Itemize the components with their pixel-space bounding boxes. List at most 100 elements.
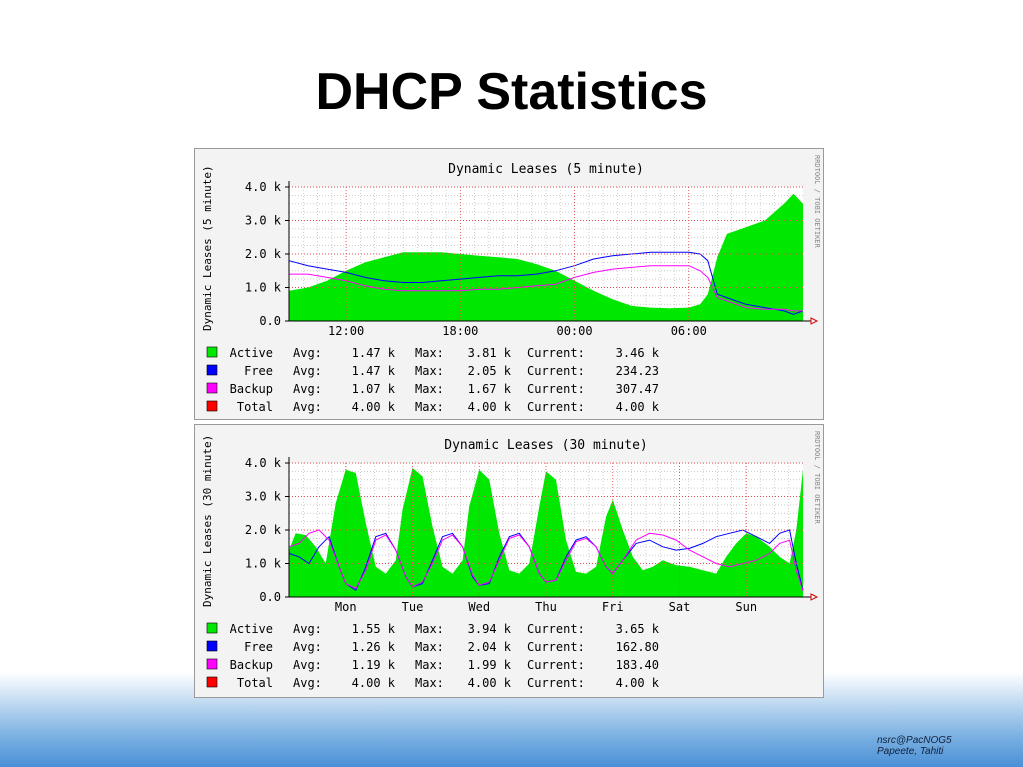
- series-line-backup: [288, 529, 804, 592]
- footer: nsrc@PacNOG5 Papeete, Tahiti: [877, 735, 952, 757]
- x-tick-label: Fri: [602, 600, 624, 614]
- legend-avg-value: 1.47 k: [352, 364, 396, 378]
- y-tick-label: 1.0 k: [245, 557, 282, 571]
- legend-avg-label: Avg:: [293, 622, 322, 636]
- legend-swatch-free: [206, 640, 218, 652]
- x-tick-label: Sat: [669, 600, 691, 614]
- legend-current-label: Current:: [527, 640, 585, 654]
- legend-name: Active: [230, 346, 273, 360]
- legend-current-label: Current:: [527, 364, 585, 378]
- legend-current-label: Current:: [527, 346, 585, 360]
- legend-avg-value: 1.07 k: [352, 382, 396, 396]
- legend-avg-value: 4.00 k: [352, 400, 396, 414]
- legend-current-label: Current:: [527, 676, 585, 690]
- legend-max-label: Max:: [415, 400, 444, 414]
- legend-avg-label: Avg:: [293, 658, 322, 672]
- x-tick-label: Sun: [735, 600, 757, 614]
- legend-avg-label: Avg:: [293, 640, 322, 654]
- legend-avg-value: 1.26 k: [352, 640, 396, 654]
- legend-avg-label: Avg:: [293, 382, 322, 396]
- legend-max-value: 4.00 k: [468, 676, 512, 690]
- legend-current-value: 4.00 k: [616, 400, 660, 414]
- legend-current-value: 307.47: [616, 382, 659, 396]
- legend-avg-label: Avg:: [293, 676, 322, 690]
- legend-current-label: Current:: [527, 658, 585, 672]
- legend-current-value: 3.46 k: [616, 346, 660, 360]
- x-axis-arrow: [810, 593, 819, 601]
- legend-current-value: 234.23: [616, 364, 659, 378]
- legend-avg-label: Avg:: [293, 364, 322, 378]
- legend-name: Free: [244, 364, 273, 378]
- legend-name: Total: [237, 676, 273, 690]
- legend-max-label: Max:: [415, 346, 444, 360]
- legend-max-value: 1.99 k: [468, 658, 512, 672]
- legend-max-value: 2.04 k: [468, 640, 512, 654]
- legend-avg-value: 1.55 k: [352, 622, 396, 636]
- watermark-text: RRDTOOL / TOBI OETIKER: [813, 431, 821, 525]
- y-tick-label: 0.0: [259, 314, 281, 328]
- y-tick-label: 2.0 k: [245, 247, 282, 261]
- legend-avg-value: 1.19 k: [352, 658, 396, 672]
- y-axis-label: Dynamic Leases (5 minute): [201, 165, 214, 331]
- legend-avg-value: 1.47 k: [352, 346, 396, 360]
- chart-title: Dynamic Leases (30 minute): [444, 438, 648, 453]
- legend-name: Active: [230, 622, 273, 636]
- legend-max-label: Max:: [415, 382, 444, 396]
- y-tick-label: 3.0 k: [245, 490, 282, 504]
- legend-name: Total: [237, 400, 273, 414]
- y-tick-label: 2.0 k: [245, 523, 282, 537]
- legend-swatch-backup: [206, 658, 218, 670]
- x-tick-label: Tue: [402, 600, 424, 614]
- legend-max-value: 3.94 k: [468, 622, 512, 636]
- y-tick-label: 0.0: [259, 590, 281, 604]
- legend-swatch-active: [206, 346, 218, 358]
- legend-name: Free: [244, 640, 273, 654]
- footer-line-2: Papeete, Tahiti: [877, 746, 944, 757]
- legend-current-value: 183.40: [616, 658, 659, 672]
- x-axis-arrow: [810, 317, 819, 325]
- x-tick-label: 12:00: [328, 324, 364, 338]
- legend-swatch-total: [206, 676, 218, 688]
- chart-5-minute: Dynamic Leases (5 minute) RRDTOOL / TOBI …: [201, 155, 821, 414]
- legend-swatch-active: [206, 622, 218, 634]
- series-area-active: [289, 193, 803, 321]
- legend-swatch-free: [206, 364, 218, 376]
- y-axis-label: Dynamic Leases (30 minute): [201, 435, 214, 607]
- legend-current-label: Current:: [527, 622, 585, 636]
- y-tick-label: 4.0 k: [245, 180, 282, 194]
- x-tick-label: Thu: [535, 600, 557, 614]
- legend-max-label: Max:: [415, 640, 444, 654]
- chart-title: Dynamic Leases (5 minute): [448, 162, 644, 177]
- legend-swatch-total: [206, 400, 218, 412]
- x-tick-label: 18:00: [442, 324, 478, 338]
- legend-max-label: Max:: [415, 676, 444, 690]
- legend-current-value: 3.65 k: [616, 622, 660, 636]
- legend-name: Backup: [230, 382, 273, 396]
- y-tick-label: 4.0 k: [245, 456, 282, 470]
- legend-current-value: 162.80: [616, 640, 659, 654]
- legend-avg-value: 4.00 k: [352, 676, 396, 690]
- legend-current-value: 4.00 k: [616, 676, 660, 690]
- legend-current-label: Current:: [527, 382, 585, 396]
- legend-max-value: 4.00 k: [468, 400, 512, 414]
- legend-max-value: 1.67 k: [468, 382, 512, 396]
- y-tick-label: 3.0 k: [245, 214, 282, 228]
- legend-max-value: 2.05 k: [468, 364, 512, 378]
- legend-max-label: Max:: [415, 364, 444, 378]
- legend-max-label: Max:: [415, 622, 444, 636]
- x-tick-label: Wed: [468, 600, 490, 614]
- footer-line-1: nsrc@PacNOG5: [877, 735, 952, 746]
- legend-max-label: Max:: [415, 658, 444, 672]
- x-tick-label: 06:00: [671, 324, 707, 338]
- x-tick-label: Mon: [335, 600, 357, 614]
- slide-title: DHCP Statistics: [315, 63, 708, 121]
- chart-30-minute: Dynamic Leases (30 minute) RRDTOOL / TOBI…: [201, 431, 821, 690]
- chart-panel-30-minute: Dynamic Leases (30 minute) RRDTOOL / TOBI…: [194, 424, 824, 698]
- legend-current-label: Current:: [527, 400, 585, 414]
- legend-name: Backup: [230, 658, 273, 672]
- y-tick-label: 1.0 k: [245, 281, 282, 295]
- chart-panel-5-minute: Dynamic Leases (5 minute) RRDTOOL / TOBI …: [194, 148, 824, 420]
- watermark-text: RRDTOOL / TOBI OETIKER: [813, 155, 821, 249]
- legend-swatch-backup: [206, 382, 218, 394]
- legend-avg-label: Avg:: [293, 400, 322, 414]
